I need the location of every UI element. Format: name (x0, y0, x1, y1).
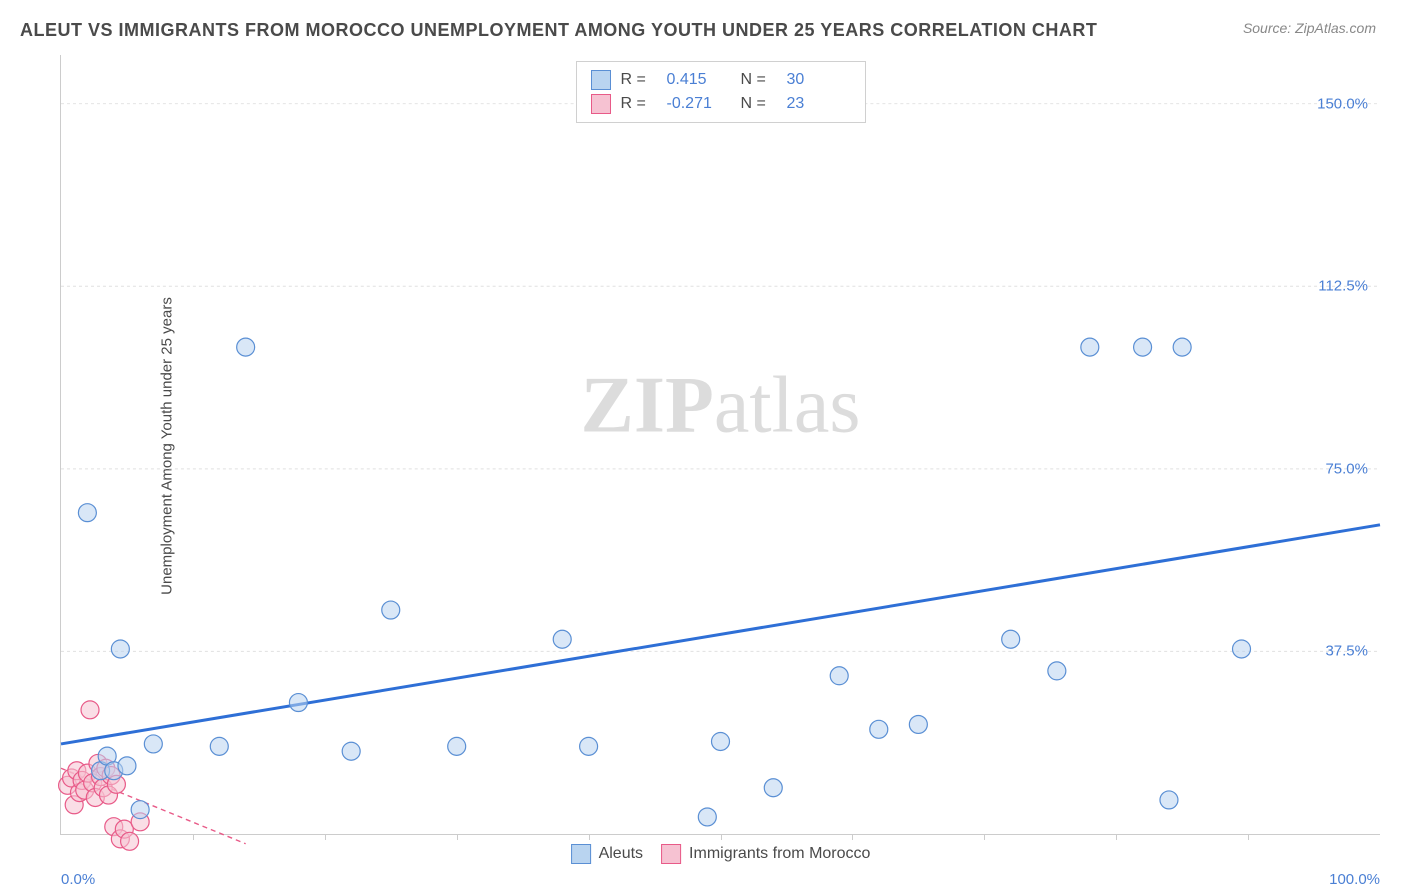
source-attribution: Source: ZipAtlas.com (1243, 20, 1376, 36)
data-point (1002, 630, 1020, 648)
data-point (448, 737, 466, 755)
data-point (144, 735, 162, 753)
x-tick-mark (721, 834, 722, 840)
scatter-plot-svg (61, 55, 1380, 834)
data-point (553, 630, 571, 648)
legend-item-aleuts: Aleuts (571, 844, 643, 864)
y-tick-label: 37.5% (1325, 643, 1368, 660)
data-point (111, 640, 129, 658)
data-point (764, 779, 782, 797)
x-tick-mark (457, 834, 458, 840)
n-value-aleuts: 30 (787, 71, 851, 89)
x-tick-mark (1248, 834, 1249, 840)
plot-area: ZIPatlas 37.5%75.0%112.5%150.0% 0.0% 100… (60, 55, 1380, 835)
data-point (1173, 338, 1191, 356)
x-tick-mark (193, 834, 194, 840)
data-point (712, 733, 730, 751)
r-label-2: R = (621, 95, 657, 113)
legend-correlation: R = 0.415 N = 30 R = -0.271 N = 23 (576, 61, 866, 123)
data-point (78, 504, 96, 522)
data-point (342, 742, 360, 760)
legend-row-aleuts: R = 0.415 N = 30 (591, 68, 851, 92)
data-point (698, 808, 716, 826)
swatch-morocco-icon (661, 844, 681, 864)
n-label: N = (741, 71, 777, 89)
trend-line (61, 525, 1380, 744)
data-point (118, 757, 136, 775)
data-point (382, 601, 400, 619)
n-label-2: N = (741, 95, 777, 113)
data-point (81, 701, 99, 719)
y-tick-label: 112.5% (1318, 278, 1368, 295)
data-point (1081, 338, 1099, 356)
y-tick-label: 150.0% (1317, 95, 1368, 112)
data-point (1160, 791, 1178, 809)
legend-series: Aleuts Immigrants from Morocco (571, 844, 871, 864)
data-point (830, 667, 848, 685)
x-tick-mark (589, 834, 590, 840)
r-value-aleuts: 0.415 (667, 71, 731, 89)
swatch-aleuts-icon (571, 844, 591, 864)
legend-item-morocco: Immigrants from Morocco (661, 844, 870, 864)
r-value-morocco: -0.271 (667, 95, 731, 113)
data-point (1134, 338, 1152, 356)
x-tick-100: 100.0% (1329, 871, 1380, 888)
x-tick-0: 0.0% (61, 871, 95, 888)
legend-label-aleuts: Aleuts (599, 845, 643, 863)
legend-row-morocco: R = -0.271 N = 23 (591, 92, 851, 116)
x-tick-mark (325, 834, 326, 840)
data-point (210, 737, 228, 755)
x-tick-mark (852, 834, 853, 840)
n-value-morocco: 23 (787, 95, 851, 113)
swatch-morocco-icon (591, 94, 611, 114)
data-point (237, 338, 255, 356)
legend-label-morocco: Immigrants from Morocco (689, 845, 870, 863)
data-point (580, 737, 598, 755)
data-point (870, 720, 888, 738)
data-point (1048, 662, 1066, 680)
x-tick-mark (984, 834, 985, 840)
chart-title: ALEUT VS IMMIGRANTS FROM MOROCCO UNEMPLO… (20, 20, 1097, 41)
swatch-aleuts-icon (591, 70, 611, 90)
r-label: R = (621, 71, 657, 89)
data-point (1233, 640, 1251, 658)
data-point (131, 801, 149, 819)
data-point (121, 832, 139, 850)
y-tick-label: 75.0% (1325, 460, 1368, 477)
x-tick-mark (1116, 834, 1117, 840)
data-point (289, 694, 307, 712)
data-point (909, 715, 927, 733)
